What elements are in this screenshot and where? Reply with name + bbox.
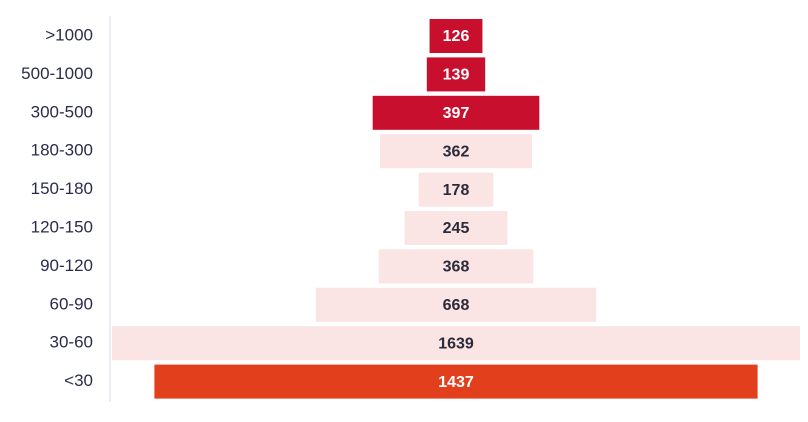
category-label: >1000 — [45, 25, 93, 44]
bar — [429, 19, 483, 53]
category-label: 60-90 — [50, 294, 93, 313]
value-label: 178 — [443, 182, 470, 199]
category-label: 30-60 — [50, 333, 93, 352]
value-label: 1437 — [438, 374, 474, 391]
category-label: 300-500 — [31, 102, 93, 121]
value-label: 397 — [443, 105, 470, 122]
value-label: 126 — [443, 28, 470, 45]
bar — [404, 211, 508, 245]
value-label: 139 — [443, 67, 470, 84]
category-label: 180-300 — [31, 141, 93, 160]
bar — [418, 172, 494, 207]
category-label: 150-180 — [31, 179, 93, 198]
bar — [426, 57, 486, 92]
category-label: <30 — [64, 371, 93, 390]
value-label: 368 — [443, 259, 470, 276]
bar — [154, 364, 758, 399]
value-label: 245 — [443, 220, 470, 237]
value-label: 362 — [443, 143, 470, 160]
bar — [378, 249, 534, 284]
bar — [372, 95, 540, 130]
value-label: 668 — [443, 297, 470, 314]
bar — [315, 287, 597, 322]
bar — [112, 326, 800, 361]
category-label: 120-150 — [31, 217, 93, 236]
category-label: 500-1000 — [21, 64, 93, 83]
value-label: 1639 — [438, 335, 474, 352]
category-label: 90-120 — [40, 256, 93, 275]
bar — [380, 134, 532, 169]
